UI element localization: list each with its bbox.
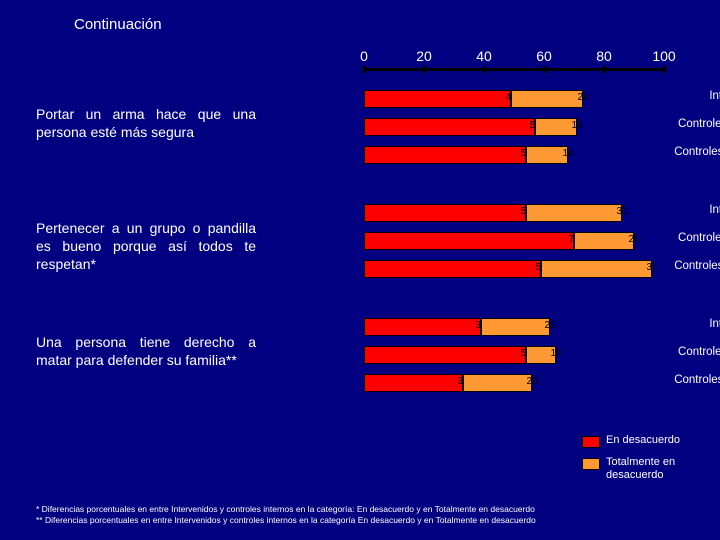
legend-item-strongly: Totalmente en desacuerdo [582, 456, 696, 482]
axis-line [364, 68, 664, 71]
bar-disagree [364, 374, 463, 392]
bar-value: 14 [571, 120, 582, 131]
bar-value: 23 [526, 376, 537, 387]
chart-row: Intervenidos5432 [364, 204, 720, 222]
bar-value: 23 [544, 320, 555, 331]
chart-row: Intervenidos3923 [364, 318, 720, 336]
bar-disagree [364, 204, 526, 222]
chart-row: Controles Internos7020 [364, 232, 720, 250]
legend-item-disagree: En desacuerdo [582, 434, 696, 448]
row-label: Controles Internos [678, 232, 720, 244]
bar-disagree [364, 90, 511, 108]
group-label: Portar un arma hace que una persona esté… [36, 105, 256, 141]
chart-row: Controles Internos5410 [364, 346, 720, 364]
axis-tick-label: 80 [596, 48, 612, 64]
axis-tick-label: 20 [416, 48, 432, 64]
axis-tick [483, 66, 486, 73]
bar-value: 24 [577, 92, 588, 103]
bar-disagree [364, 260, 541, 278]
bar-disagree [364, 232, 574, 250]
bar-disagree [364, 146, 526, 164]
axis-tick-label: 100 [652, 48, 675, 64]
bar-value: 37 [646, 262, 657, 273]
chart-row: Controles Externos5937 [364, 260, 720, 278]
row-label: Controles Externos [674, 260, 720, 272]
bar-value: 10 [550, 348, 561, 359]
row-label: Controles Externos [674, 146, 720, 158]
footnote: ** Diferencias porcentuales en entre Int… [36, 515, 536, 526]
chart-row: Controles Externos3323 [364, 374, 720, 392]
legend-swatch-red [582, 436, 600, 448]
axis-tick-label: 40 [476, 48, 492, 64]
bar-strongly-disagree [481, 318, 550, 336]
axis-tick-label: 0 [360, 48, 368, 64]
legend: En desacuerdo Totalmente en desacuerdo [582, 426, 696, 482]
row-label: Controles Internos [678, 118, 720, 130]
page-title: Continuación [74, 16, 162, 33]
group-label: Una persona tiene derecho a matar para d… [36, 333, 256, 369]
bar-strongly-disagree [574, 232, 634, 250]
bar-disagree [364, 318, 481, 336]
row-label: Intervenidos [709, 204, 720, 216]
legend-label: En desacuerdo [606, 434, 680, 447]
bar-disagree [364, 346, 526, 364]
axis-tick [543, 66, 546, 73]
legend-swatch-orange [582, 458, 600, 470]
x-axis: 020406080100 [364, 52, 664, 72]
bar-disagree [364, 118, 535, 136]
axis-tick [663, 66, 666, 73]
axis-tick-label: 60 [536, 48, 552, 64]
legend-label: Totalmente en desacuerdo [606, 456, 696, 482]
row-label: Controles Internos [678, 346, 720, 358]
axis-tick [603, 66, 606, 73]
axis-tick [423, 66, 426, 73]
footnotes: * Diferencias porcentuales en entre Inte… [36, 504, 536, 526]
chart-row: Intervenidos4924 [364, 90, 720, 108]
group-label: Pertenecer a un grupo o pandilla es buen… [36, 219, 256, 274]
bar-value: 32 [616, 206, 627, 217]
footnote: * Diferencias porcentuales en entre Inte… [36, 504, 536, 515]
bar-value: 20 [628, 234, 639, 245]
chart-row: Controles Internos5714 [364, 118, 720, 136]
bar-strongly-disagree [526, 204, 622, 222]
bar-strongly-disagree [511, 90, 583, 108]
bar-strongly-disagree [463, 374, 532, 392]
row-label: Intervenidos [709, 318, 720, 330]
axis-tick [363, 66, 366, 73]
row-label: Intervenidos [709, 90, 720, 102]
bar-strongly-disagree [541, 260, 652, 278]
row-label: Controles Externos [674, 374, 720, 386]
bar-value: 14 [562, 148, 573, 159]
chart-row: Controles Externos5414 [364, 146, 720, 164]
